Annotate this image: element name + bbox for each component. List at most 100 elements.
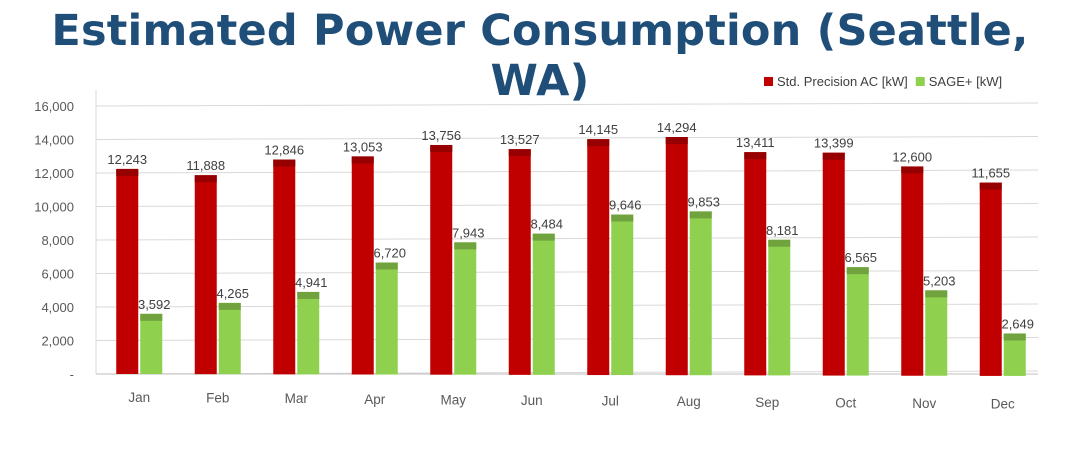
data-label-std-ac-jan: 12,243 [107,152,147,167]
data-label-std-ac-feb: 11,888 [186,158,225,173]
data-label-sage-may: 7,943 [452,225,485,240]
x-tick-label: Jan [128,390,150,405]
bar-std-ac-nov [901,166,924,376]
bar-sage-nov [925,290,948,376]
bar-cap-sage-jun [532,233,555,241]
data-label-std-ac-dec: 11,655 [971,166,1010,181]
chart-title: Estimated Power Consumption (Seattle, WA… [51,6,1029,106]
x-tick-label: Jun [521,393,543,408]
gridlines [95,90,1039,375]
bar-cap-sage-aug [689,211,712,219]
bar-std-ac-apr [351,156,374,375]
bar-cap-std-ac-mar [273,159,296,167]
data-label-sage-aug: 9,853 [687,194,720,209]
data-label-sage-nov: 5,203 [923,273,956,288]
data-label-std-ac-jul: 14,145 [578,122,618,137]
bar-cap-std-ac-feb [194,175,217,183]
data-label-std-ac-mar: 12,846 [264,143,304,158]
bar-cap-std-ac-oct [822,152,845,160]
bar-cap-std-ac-jul [587,139,610,147]
x-tick-label: Mar [285,391,309,406]
data-label-std-ac-aug: 14,294 [657,120,697,135]
data-label-std-ac-oct: 13,399 [814,136,854,151]
data-label-std-ac-nov: 12,600 [892,149,932,164]
y-tick-label: 16,000 [34,99,74,114]
bar-std-ac-jan [116,168,139,374]
y-tick-label: 10,000 [34,200,74,215]
bar-sage-aug [689,211,712,376]
bar-cap-sage-may [454,242,477,250]
x-axis: Jan Feb Mar Apr May Jun Jul Aug Sep Oct Nov Dec [128,390,1015,412]
bar-sage-may [454,242,477,375]
legend-label-sage: SAGE+ [kW] [929,74,1002,89]
gridline [95,203,1039,207]
bar-cap-std-ac-nov [901,166,924,174]
bar-std-ac-jul [587,139,610,376]
x-tick-label: Jul [602,394,619,409]
bar-cap-std-ac-aug [665,137,688,145]
data-label-sage-oct: 6,565 [844,250,877,265]
x-tick-label: Dec [991,397,1015,412]
gridline [95,337,1039,341]
bar-cap-std-ac-sep [744,152,767,160]
bar-cap-std-ac-dec [979,182,1002,190]
gridline [95,236,1039,241]
bar-std-ac-may [430,144,453,375]
bar-cap-std-ac-apr [351,156,374,164]
bar-cap-sage-nov [925,290,948,298]
legend-swatch-sage [915,77,925,86]
bar-cap-sage-mar [297,291,320,299]
bar-sage-jun [532,233,555,375]
data-label-sage-feb: 4,265 [216,286,249,301]
data-label-sage-apr: 6,720 [373,245,406,260]
data-label-std-ac-sep: 13,411 [736,135,775,150]
x-tick-label: Feb [206,391,229,406]
data-label-sage-jul: 9,646 [609,198,642,213]
data-label-sage-jun: 8,484 [530,217,563,232]
bar-std-ac-sep [744,152,767,376]
bar-sage-feb [218,302,241,375]
gridline [95,169,1039,174]
bar-std-ac-mar [273,159,296,375]
gridline [95,270,1039,274]
y-tick-label: 14,000 [34,133,74,148]
legend-label-std-ac: Std. Precision AC [kW] [777,74,908,89]
data-label-sage-dec: 2,649 [1001,316,1034,331]
x-tick-label: Aug [677,394,701,409]
y-tick-label: 2,000 [41,334,74,349]
y-tick-label: 4,000 [41,300,74,315]
gridline [95,303,1039,308]
data-label-std-ac-may: 13,756 [421,128,461,143]
x-tick-label: Sep [755,395,779,410]
bar-cap-std-ac-jun [508,149,531,157]
x-tick-label: May [440,392,466,407]
bar-cap-sage-dec [1003,333,1026,341]
bar-cap-sage-jul [611,214,634,222]
bar-sage-jan [140,313,163,374]
bar-cap-sage-oct [846,267,869,275]
x-tick-label: Oct [835,395,856,410]
bar-std-ac-aug [665,137,688,376]
bar-sage-apr [375,262,398,375]
bar-cap-sage-sep [768,239,791,247]
bar-cap-sage-apr [375,262,398,270]
y-tick-label: 12,000 [34,166,74,181]
bar-sage-oct [846,267,869,376]
bar-cap-sage-feb [218,302,241,310]
y-tick-label: 8,000 [41,233,74,248]
legend-swatch-std-ac [764,77,773,86]
bar-cap-std-ac-jan [116,168,139,176]
gridline [95,136,1039,140]
x-tick-label: Nov [912,396,936,411]
bar-std-ac-feb [194,175,217,375]
x-tick-label: Apr [364,392,386,407]
bar-std-ac-oct [822,152,845,376]
y-axis: - 2,000 4,000 6,000 8,000 10,000 12,000 14,000 1… [34,99,74,382]
y-tick-label: 6,000 [41,267,74,282]
bar-cap-sage-jan [140,313,163,321]
bar-sage-jul [611,214,634,376]
bar-sage-mar [297,291,320,375]
bars: 12,243 3,592 11,888 4,265 12,846 4,941 13,053 6… [107,120,1034,376]
data-label-sage-mar: 4,941 [295,275,328,290]
